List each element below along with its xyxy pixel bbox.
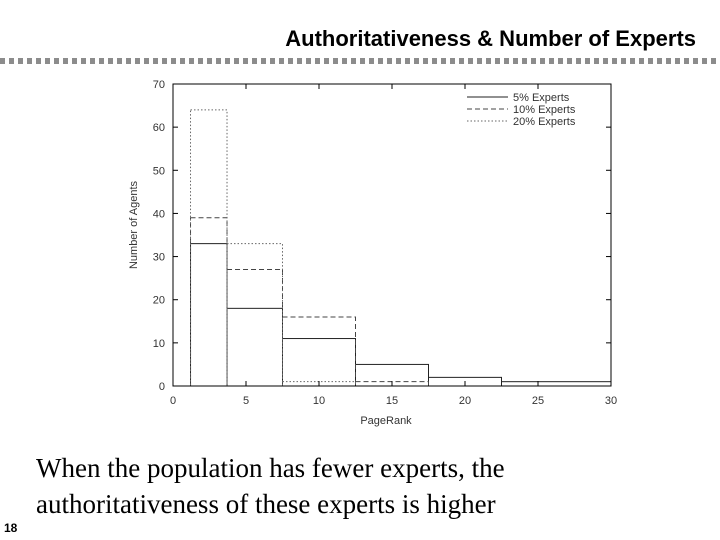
histogram-bin — [190, 243, 228, 387]
x-tick-label: 5 — [243, 395, 249, 407]
y-axis-label: Number of Agents — [128, 180, 140, 269]
slide-title: Authoritativeness & Number of Experts — [285, 26, 696, 51]
histogram-bin — [282, 316, 356, 387]
legend-label: 5% Experts — [513, 92, 570, 104]
title-divider — [0, 58, 720, 64]
page-number: 18 — [4, 521, 18, 535]
histogram-bin — [190, 109, 228, 387]
histogram-bin — [226, 243, 283, 387]
axes: 0 10 20 30 40 50 60 70 0 5 10 15 20 25 30 PageRank Numbe… — [128, 79, 617, 427]
histogram-bin — [226, 307, 283, 387]
x-tick-label: 10 — [313, 395, 325, 407]
x-tick-label: 20 — [459, 395, 471, 407]
y-tick-label: 20 — [153, 295, 165, 307]
histogram-bin — [501, 381, 612, 387]
x-tick-label: 30 — [605, 395, 617, 407]
plot-area — [190, 109, 612, 387]
slide-caption: When the population has fewer experts, t… — [36, 450, 696, 522]
caption-line: authoritativeness of these experts is hi… — [36, 489, 496, 519]
plot-frame — [172, 83, 612, 387]
y-tick-label: 40 — [153, 208, 165, 220]
histogram-bin — [282, 338, 356, 387]
x-tick-label: 25 — [532, 395, 544, 407]
y-tick-label: 50 — [153, 165, 165, 177]
legend-label: 20% Experts — [513, 116, 576, 128]
x-tick-label: 0 — [170, 395, 176, 407]
legend-label: 10% Experts — [513, 104, 576, 116]
y-tick-label: 70 — [153, 79, 165, 91]
x-tick-label: 15 — [386, 395, 398, 407]
x-axis-label: PageRank — [360, 415, 412, 427]
y-tick-label: 10 — [153, 338, 165, 350]
y-tick-label: 60 — [153, 122, 165, 134]
histogram-bin — [190, 217, 228, 387]
y-tick-label: 0 — [159, 381, 165, 393]
histogram-bin — [226, 269, 283, 387]
caption-line: When the population has fewer experts, t… — [36, 453, 505, 483]
y-tick-label: 30 — [153, 252, 165, 264]
